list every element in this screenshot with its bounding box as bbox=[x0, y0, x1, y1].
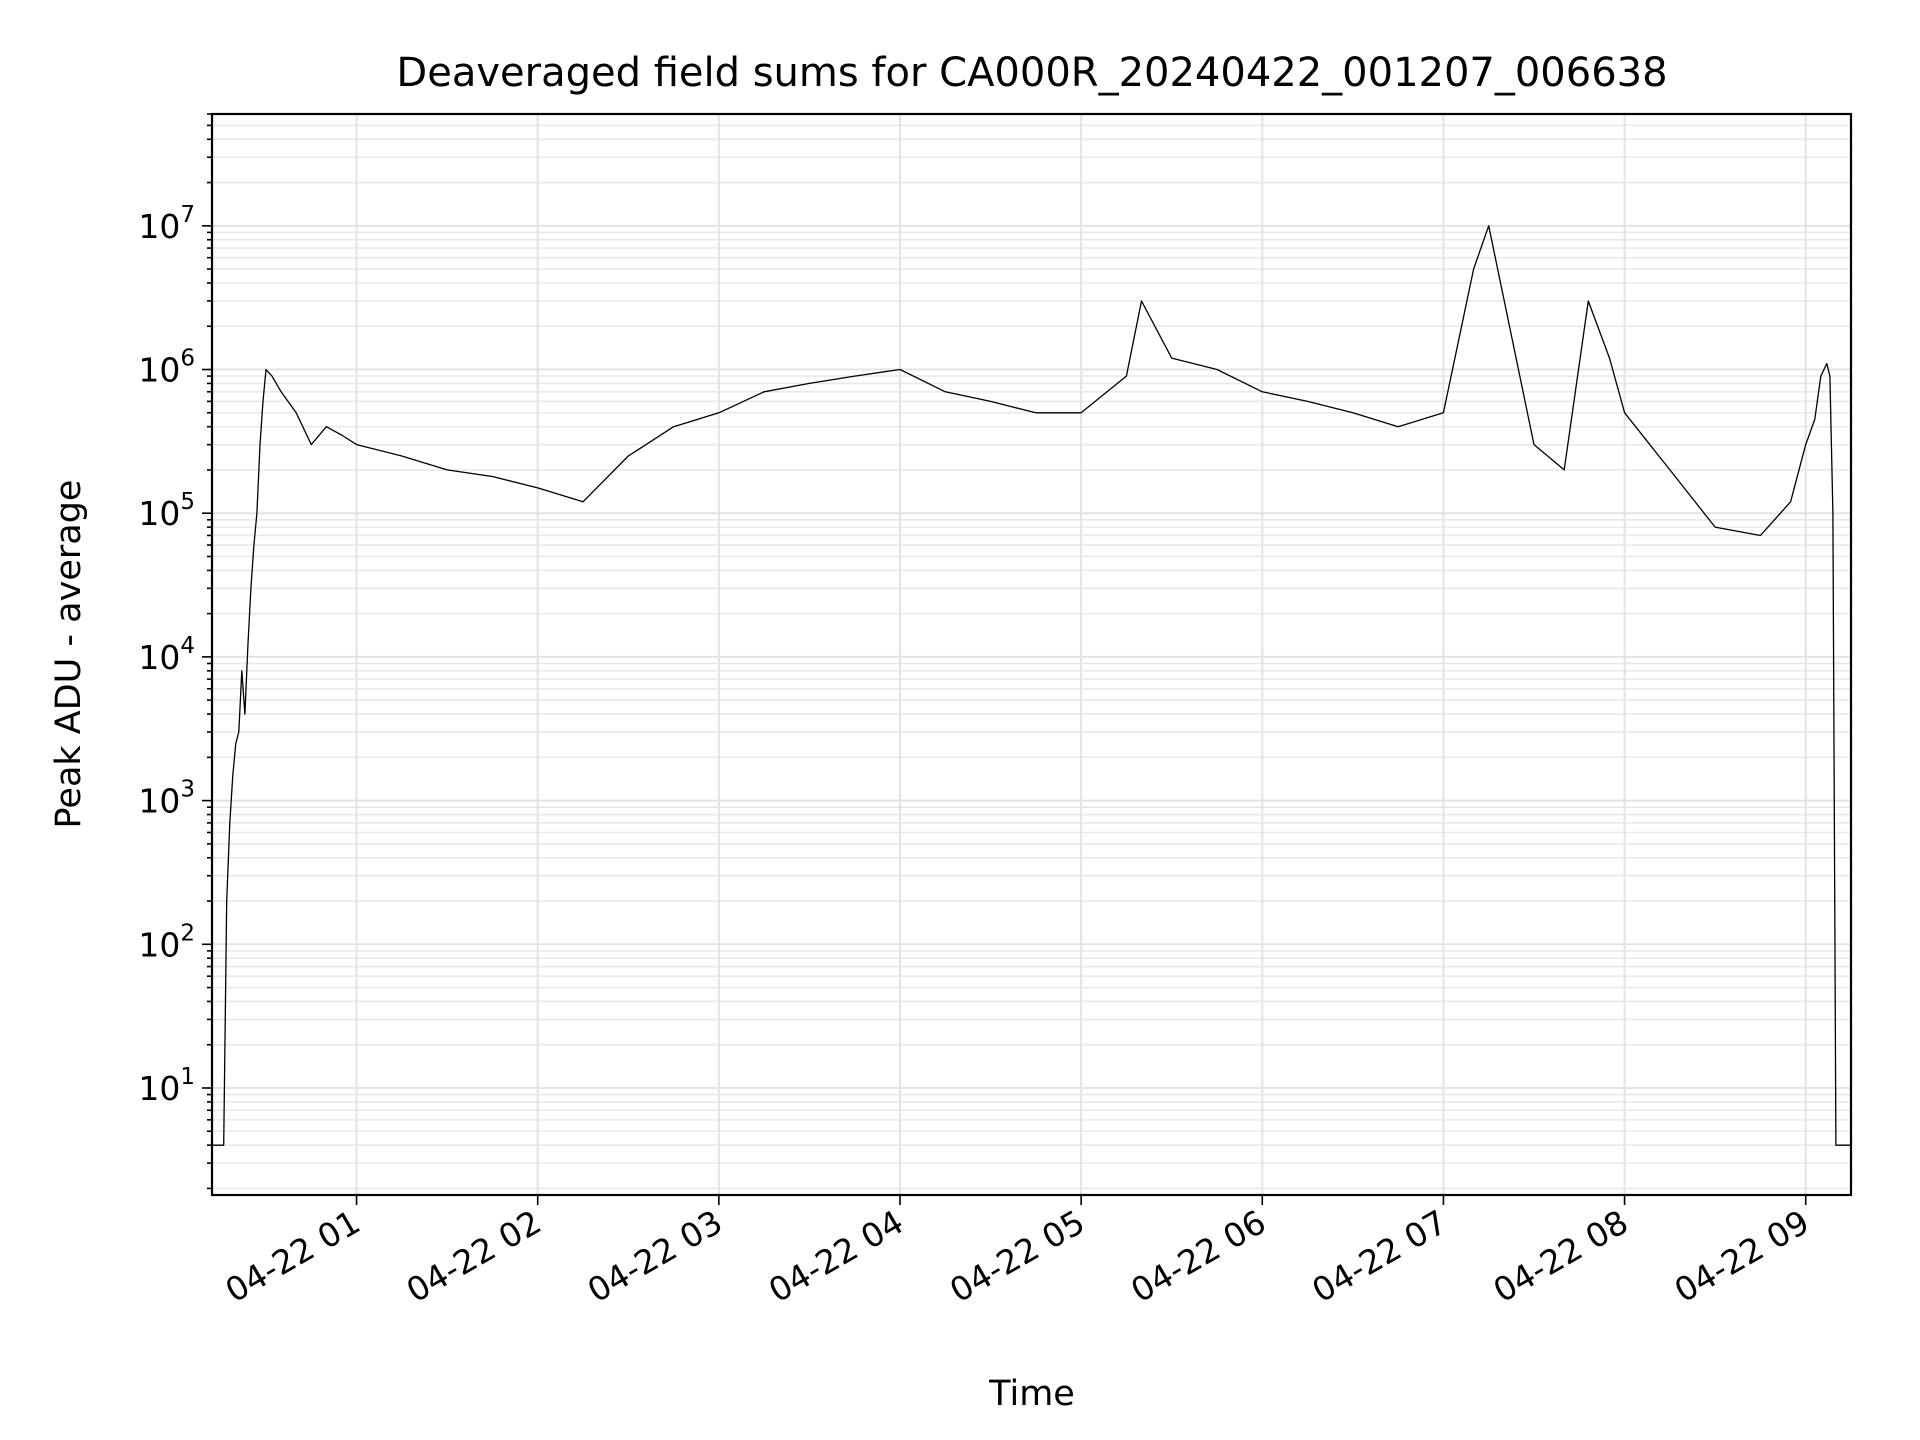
y-tick-label: 101 bbox=[138, 1064, 195, 1108]
y-axis: 101 102 103 104 105 106 107 bbox=[138, 113, 212, 1190]
plot-frame bbox=[210, 112, 1853, 1197]
x-tick-label: 04-22 09 bbox=[1668, 1202, 1816, 1310]
chart-title: Deaveraged field sums for CA000R_2024042… bbox=[396, 50, 1667, 96]
grid bbox=[212, 113, 1851, 1195]
x-axis: 04-22 01 04-22 02 04-22 03 04-22 04 04-22 05… bbox=[219, 1195, 1816, 1310]
x-tick-label: 04-22 04 bbox=[762, 1202, 910, 1310]
x-axis-label: Time bbox=[988, 1374, 1075, 1414]
y-tick-label: 104 bbox=[138, 633, 195, 677]
x-tick-label: 04-22 03 bbox=[581, 1202, 729, 1310]
y-axis-label: Peak ADU - average bbox=[49, 480, 89, 829]
y-tick-label: 106 bbox=[138, 346, 195, 390]
series-line bbox=[212, 225, 1851, 1146]
x-tick-label: 04-22 01 bbox=[219, 1202, 367, 1310]
y-tick-label: 107 bbox=[138, 202, 195, 246]
y-tick-label: 103 bbox=[138, 777, 195, 821]
x-tick-label: 04-22 05 bbox=[943, 1202, 1091, 1310]
x-tick-label: 04-22 07 bbox=[1305, 1202, 1453, 1310]
x-tick-label: 04-22 08 bbox=[1487, 1202, 1635, 1310]
x-tick-label: 04-22 06 bbox=[1124, 1202, 1272, 1310]
y-tick-label: 105 bbox=[138, 489, 195, 533]
x-tick-label: 04-22 02 bbox=[400, 1202, 548, 1310]
y-tick-label: 102 bbox=[138, 920, 195, 964]
